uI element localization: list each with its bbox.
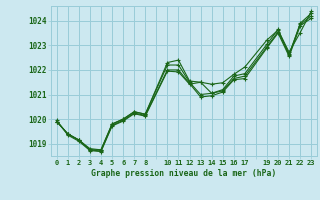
X-axis label: Graphe pression niveau de la mer (hPa): Graphe pression niveau de la mer (hPa)	[92, 169, 276, 178]
